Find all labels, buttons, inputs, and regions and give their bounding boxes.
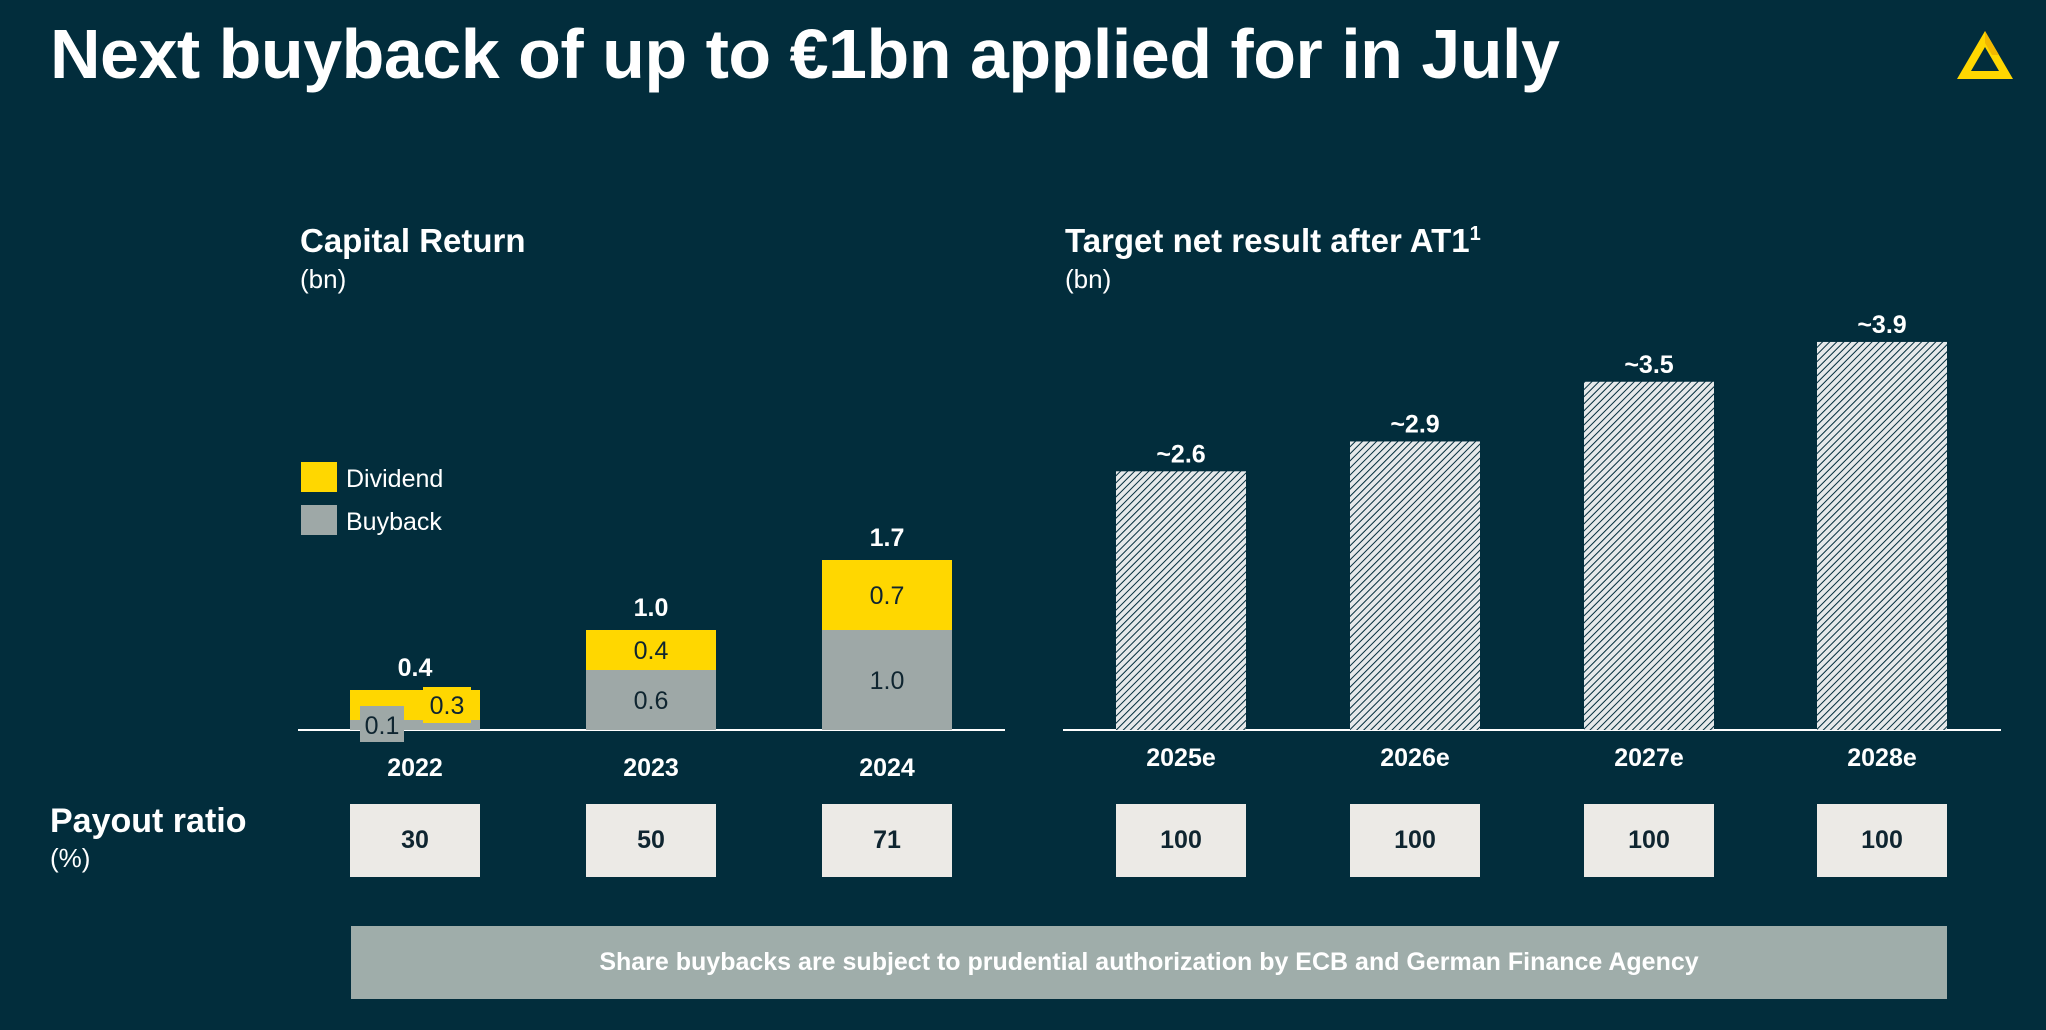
bar-target-net-result xyxy=(1116,471,1246,730)
payout-box-2023: 50 xyxy=(586,804,716,877)
payout-box-2026e: 100 xyxy=(1350,804,1480,877)
payout-box-2024: 71 xyxy=(822,804,952,877)
bar-segment-dividend xyxy=(822,560,952,630)
legend-label-dividend: Dividend xyxy=(346,465,443,493)
category-label: 2025e xyxy=(1146,744,1216,772)
segment-label-buyback: 0.1 xyxy=(365,712,400,740)
category-label: 2028e xyxy=(1847,744,1917,772)
segment-label-dividend: 0.4 xyxy=(634,637,669,665)
segment-label-buyback: 0.6 xyxy=(634,687,669,715)
legend-swatch-buyback xyxy=(301,505,337,535)
payout-box-2027e: 100 xyxy=(1584,804,1714,877)
category-label: 2023 xyxy=(623,754,679,782)
payout-ratio-unit: (%) xyxy=(50,843,91,873)
bar-target-net-result xyxy=(1817,341,1947,730)
triangle-logo-icon xyxy=(1957,31,2013,79)
target-net-result-unit: (bn) xyxy=(1065,264,1112,294)
category-label: 2022 xyxy=(387,754,443,782)
segment-label-box-buyback xyxy=(360,706,404,742)
payout-ratio-title: Payout ratio xyxy=(50,802,247,840)
value-label: ~3.5 xyxy=(1624,351,1673,379)
footnote-marker: 1 xyxy=(1469,223,1481,245)
segment-label-buyback: 1.0 xyxy=(870,667,905,695)
category-label: 2024 xyxy=(859,754,915,782)
total-label: 0.4 xyxy=(398,654,433,682)
total-label: 1.0 xyxy=(634,594,669,622)
capital-return-title: Capital Return xyxy=(300,222,526,259)
segment-label-dividend: 0.7 xyxy=(870,582,905,610)
payout-box-2025e: 100 xyxy=(1116,804,1246,877)
payout-ratio-label: Payout ratio (%) xyxy=(50,802,246,874)
value-label: ~3.9 xyxy=(1857,311,1906,339)
target-net-result-heading: Target net result after AT11 (bn) xyxy=(1065,222,1481,295)
segment-label-box-dividend xyxy=(423,687,471,723)
value-label: ~2.6 xyxy=(1156,440,1205,468)
slide-title: Next buyback of up to €1bn applied for i… xyxy=(50,15,1560,93)
segment-label-dividend: 0.3 xyxy=(430,692,465,720)
legend-label-buyback: Buyback xyxy=(346,508,442,536)
legend-swatch-dividend xyxy=(301,462,337,492)
bar-segment-buyback xyxy=(350,720,480,730)
category-label: 2027e xyxy=(1614,744,1684,772)
payout-box-2022: 30 xyxy=(350,804,480,877)
capital-return-heading: Capital Return (bn) xyxy=(300,222,526,295)
bar-segment-dividend xyxy=(586,630,716,670)
category-label: 2026e xyxy=(1380,744,1450,772)
target-net-result-title: Target net result after AT11 xyxy=(1065,222,1481,259)
bar-segment-buyback xyxy=(822,630,952,730)
capital-return-unit: (bn) xyxy=(300,264,347,294)
value-label: ~2.9 xyxy=(1390,410,1439,438)
bar-segment-buyback xyxy=(586,670,716,730)
bar-target-net-result xyxy=(1584,381,1714,730)
total-label: 1.7 xyxy=(870,524,905,552)
footer-note: Share buybacks are subject to prudential… xyxy=(351,926,1947,999)
bar-target-net-result xyxy=(1350,441,1480,730)
payout-box-2028e: 100 xyxy=(1817,804,1947,877)
